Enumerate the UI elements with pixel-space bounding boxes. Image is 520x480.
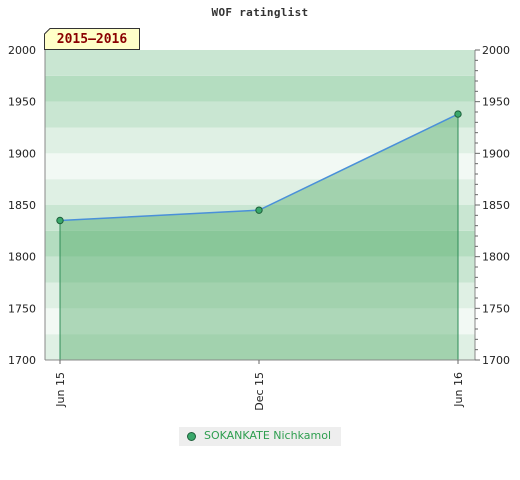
background-band	[45, 75, 475, 102]
y-tick-label-right: 2000	[482, 44, 510, 57]
background-bands	[45, 50, 475, 360]
background-band	[45, 153, 475, 180]
y-tick-label-left: 1850	[8, 199, 36, 212]
area-layer	[60, 114, 458, 360]
data-point	[56, 216, 64, 225]
legend-series-name: SOKANKATE Nichkamol	[204, 429, 331, 442]
x-axis-labels: Jun 15 Dec 15 Jun 16	[54, 372, 465, 411]
background-band	[45, 334, 475, 360]
chart-title: WOF ratinglist	[211, 6, 309, 19]
y-tick-label-right: 1700	[482, 354, 510, 367]
background-band	[45, 230, 475, 257]
season-label: 2015–2016	[56, 32, 128, 47]
y-tick-label-right: 1900	[482, 147, 510, 160]
y-tick-label-left: 1700	[8, 354, 36, 367]
data-point	[255, 206, 263, 214]
y-tick-label-left: 2000	[8, 44, 36, 57]
y-tick-label-right: 1800	[482, 251, 510, 264]
y-tick-label-left: 1800	[8, 251, 36, 264]
y-tick-label-right: 1950	[482, 96, 510, 109]
x-tick-label: Jun 16	[452, 372, 465, 408]
y-tick-label-left: 1900	[8, 147, 36, 160]
background-band	[45, 256, 475, 283]
background-band	[45, 101, 475, 128]
axes	[44, 49, 480, 364]
y-tick-label-left: 1950	[8, 96, 36, 109]
y-axis-left-labels: 1700 1750 1800 1850 1900 1950 2000	[8, 44, 36, 367]
y-tick-label-left: 1750	[8, 302, 36, 315]
y-tick-label-right: 1750	[482, 302, 510, 315]
y-axis-right-labels: 1700 1750 1800 1850 1900 1950 2000	[482, 44, 510, 367]
x-tick-label: Dec 15	[253, 372, 266, 411]
background-band	[45, 282, 475, 309]
background-band	[45, 179, 475, 205]
drop-lines	[59, 114, 459, 360]
background-band	[45, 308, 475, 335]
markers	[56, 110, 462, 225]
x-tick-label: Jun 15	[54, 372, 67, 408]
legend-marker-icon	[187, 432, 196, 441]
data-point	[454, 110, 462, 118]
background-band	[45, 50, 475, 76]
season-badge	[44, 28, 140, 50]
series-area	[60, 114, 458, 360]
legend: SOKANKATE Nichkamol	[179, 427, 341, 446]
y-tick-label-right: 1850	[482, 199, 510, 212]
